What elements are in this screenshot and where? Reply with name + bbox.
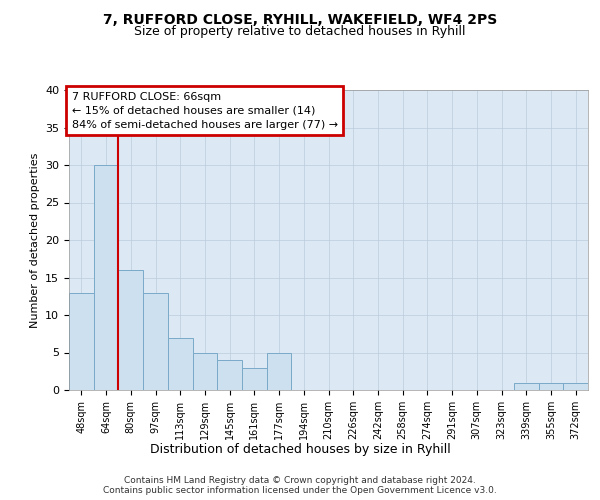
Bar xyxy=(242,368,267,390)
Bar xyxy=(143,292,168,390)
Bar xyxy=(267,352,292,390)
Bar xyxy=(69,292,94,390)
Bar xyxy=(217,360,242,390)
Bar xyxy=(94,165,118,390)
Text: 7, RUFFORD CLOSE, RYHILL, WAKEFIELD, WF4 2PS: 7, RUFFORD CLOSE, RYHILL, WAKEFIELD, WF4… xyxy=(103,12,497,26)
Bar xyxy=(118,270,143,390)
Text: Contains HM Land Registry data © Crown copyright and database right 2024.: Contains HM Land Registry data © Crown c… xyxy=(124,476,476,485)
Bar xyxy=(168,338,193,390)
Text: Contains public sector information licensed under the Open Government Licence v3: Contains public sector information licen… xyxy=(103,486,497,495)
Bar xyxy=(193,352,217,390)
Text: Size of property relative to detached houses in Ryhill: Size of property relative to detached ho… xyxy=(134,25,466,38)
Text: 7 RUFFORD CLOSE: 66sqm
← 15% of detached houses are smaller (14)
84% of semi-det: 7 RUFFORD CLOSE: 66sqm ← 15% of detached… xyxy=(71,92,338,130)
Text: Distribution of detached houses by size in Ryhill: Distribution of detached houses by size … xyxy=(149,442,451,456)
Bar xyxy=(563,382,588,390)
Y-axis label: Number of detached properties: Number of detached properties xyxy=(29,152,40,328)
Bar xyxy=(514,382,539,390)
Bar xyxy=(539,382,563,390)
